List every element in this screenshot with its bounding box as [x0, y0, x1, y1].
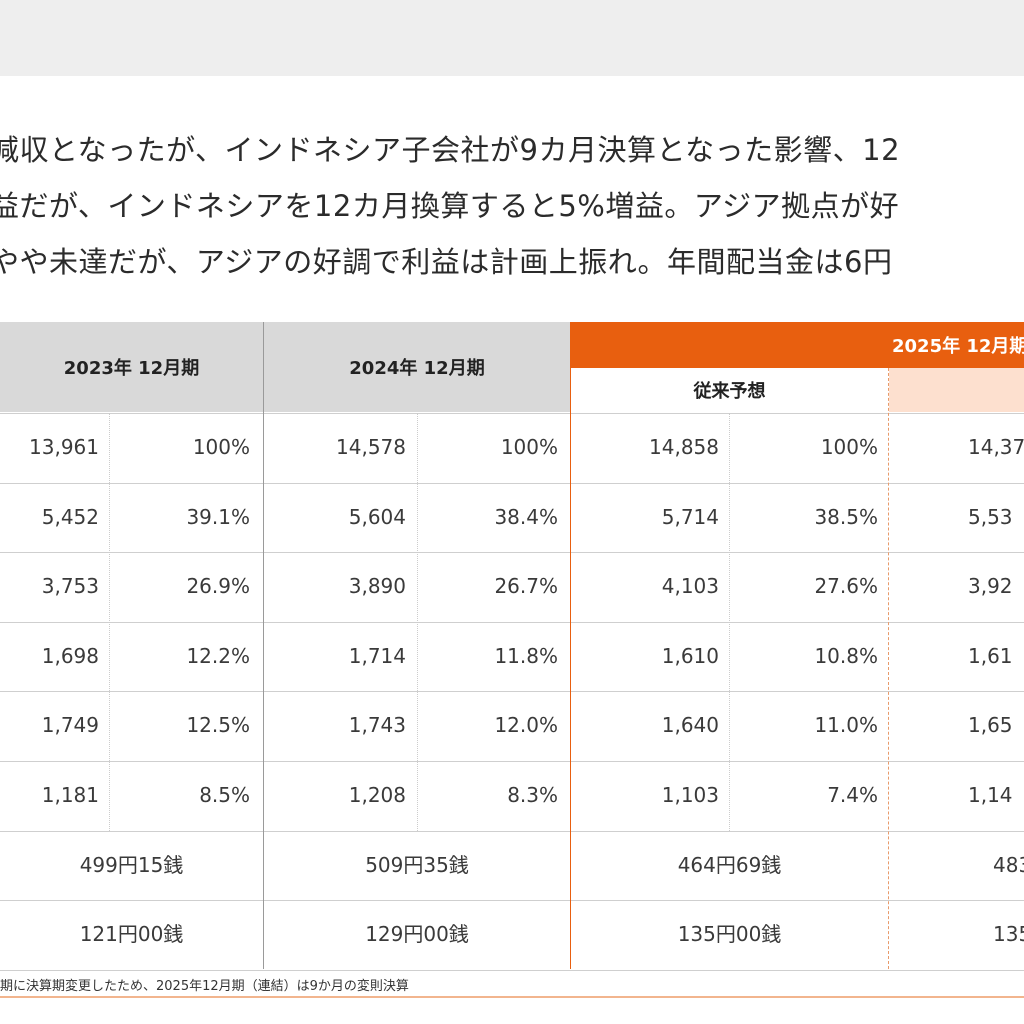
- top-bar: [0, 0, 1024, 76]
- cell-value: 1,14: [968, 783, 1013, 807]
- cell-value: 14,37: [968, 435, 1024, 459]
- cell-ratio: 39.1%: [186, 505, 250, 529]
- cell-merged: 509円35銭: [365, 853, 469, 877]
- cell-value: 3,92: [968, 574, 1013, 598]
- cell-value: 14,858: [649, 435, 719, 459]
- cell-value: 5,53: [968, 505, 1013, 529]
- cell-value: 14,578: [336, 435, 406, 459]
- cell-value: 1,743: [348, 713, 406, 737]
- cell-ratio: 38.4%: [494, 505, 558, 529]
- cell-merged: 135円00銭: [677, 922, 782, 946]
- cell-ratio: 12.5%: [186, 713, 250, 737]
- cell-value: 1,181: [41, 783, 99, 807]
- cell-ratio: 100%: [820, 435, 878, 459]
- cell-value: 1,208: [348, 783, 406, 807]
- cell-value: 1,61: [968, 644, 1013, 668]
- intro-text: 減収となったが、インドネシア子会社が9カ月決算となった影響、12 益だが、インド…: [0, 122, 1024, 290]
- intro-line-2: 益だが、インドネシアを12カ月換算すると5%増益。アジア拠点が好: [0, 189, 900, 223]
- row-divider: [0, 970, 1024, 971]
- cell-value: 3,890: [348, 574, 406, 598]
- cell-ratio: 7.4%: [827, 783, 878, 807]
- column-divider: [263, 322, 264, 969]
- cell-value: 1,103: [661, 783, 719, 807]
- header-fy2025-result: [889, 368, 1024, 412]
- cell-value: 1,714: [348, 644, 406, 668]
- cell-value: 1,698: [41, 644, 99, 668]
- cell-ratio: 100%: [500, 435, 558, 459]
- intro-line-3: やや未達だが、アジアの好調で利益は計画上振れ。年間配当金は6円: [0, 245, 893, 279]
- footnote: 期に決算期変更したため、2025年12月期（連結）は9か月の変則決算: [0, 979, 409, 994]
- row-divider: [0, 691, 1024, 692]
- row-divider: [0, 761, 1024, 762]
- cell-merged: 129円00銭: [365, 922, 469, 946]
- row-divider: [0, 483, 1024, 484]
- cell-ratio: 10.8%: [814, 644, 878, 668]
- cell-merged: 464円69銭: [677, 853, 782, 877]
- cell-merged: 135: [993, 922, 1024, 946]
- column-divider-dashed: [888, 368, 889, 969]
- cell-ratio: 12.0%: [494, 713, 558, 737]
- cell-ratio: 8.3%: [507, 783, 558, 807]
- cell-value: 5,604: [348, 505, 406, 529]
- cell-value: 1,65: [968, 713, 1013, 737]
- cell-value: 5,452: [41, 505, 99, 529]
- header-fy2024: 2024年 12月期: [264, 322, 570, 412]
- cell-ratio: 12.2%: [186, 644, 250, 668]
- cell-value: 4,103: [661, 574, 719, 598]
- cell-ratio: 26.9%: [186, 574, 250, 598]
- cell-ratio: 11.0%: [814, 713, 878, 737]
- cell-value: 1,749: [41, 713, 99, 737]
- column-divider-orange: [570, 322, 571, 969]
- inner-divider: [729, 413, 730, 831]
- row-divider: [0, 552, 1024, 553]
- header-forecast: 従来予想: [571, 368, 888, 412]
- header-fy2023: 2023年 12月期: [0, 322, 263, 412]
- cell-value: 3,753: [41, 574, 99, 598]
- inner-divider: [109, 413, 110, 831]
- cell-value: 13,961: [29, 435, 99, 459]
- cell-ratio: 11.8%: [494, 644, 558, 668]
- row-divider: [0, 413, 1024, 414]
- cell-value: 1,640: [661, 713, 719, 737]
- inner-divider: [417, 413, 418, 831]
- row-divider: [0, 831, 1024, 832]
- cell-merged: 483: [993, 853, 1024, 877]
- bottom-rule: [0, 996, 1024, 998]
- row-divider: [0, 622, 1024, 623]
- cell-ratio: 100%: [192, 435, 250, 459]
- row-divider: [0, 900, 1024, 901]
- header-fy2025: 2025年 12月期: [570, 322, 1024, 368]
- cell-ratio: 26.7%: [494, 574, 558, 598]
- cell-ratio: 38.5%: [814, 505, 878, 529]
- cell-value: 1,610: [661, 644, 719, 668]
- cell-value: 5,714: [661, 505, 719, 529]
- cell-merged: 121円00銭: [79, 922, 184, 946]
- cell-ratio: 27.6%: [814, 574, 878, 598]
- intro-line-1: 減収となったが、インドネシア子会社が9カ月決算となった影響、12: [0, 133, 901, 167]
- cell-merged: 499円15銭: [79, 853, 184, 877]
- cell-ratio: 8.5%: [199, 783, 250, 807]
